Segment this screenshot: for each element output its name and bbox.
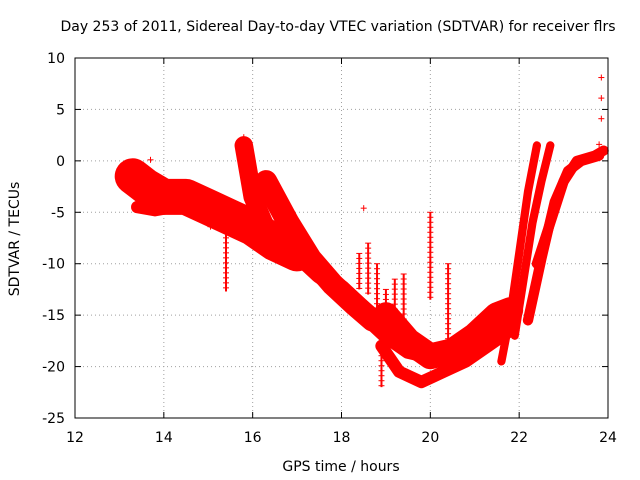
series-band-pass-I [510, 141, 555, 340]
x-tick-label: 16 [244, 430, 262, 446]
spike-marker-column [427, 211, 434, 300]
data-points [114, 74, 609, 389]
spike-marker-column [240, 139, 247, 182]
series-band-pass-K [531, 145, 609, 269]
spike-marker-column [356, 252, 363, 290]
x-tick-label: 24 [599, 430, 617, 446]
spike-marker-column [400, 273, 407, 321]
spike-marker-column [374, 263, 381, 310]
series-band-pass-B [131, 197, 224, 217]
axis-ticks: 12 14 16 18 20 22 24 -25 -20 -15 -10 -5 0 5 10 [42, 51, 617, 446]
outlier-marker [360, 205, 367, 212]
outlier-marker [598, 115, 605, 122]
x-tick-label: 20 [421, 430, 439, 446]
spike-marker-column [391, 278, 398, 326]
outlier-marker [240, 134, 247, 141]
y-tick-label: 0 [56, 154, 65, 170]
outlier-marker [207, 223, 214, 230]
spike-marker-column [378, 335, 385, 388]
y-axis-label: SDTVAR / TECUs [7, 182, 23, 297]
spike-marker-column [382, 288, 389, 326]
x-tick-label: 14 [155, 430, 173, 446]
y-tick-label: 5 [56, 102, 65, 118]
y-tick-label: -10 [42, 257, 65, 273]
x-tick-label: 22 [510, 430, 528, 446]
spike-marker-column [365, 242, 372, 295]
spike-marker-column [445, 263, 452, 341]
outlier-marker [147, 156, 154, 163]
series-band-pass-G [373, 297, 524, 370]
y-tick-label: -25 [42, 411, 65, 427]
x-tick-label: 12 [66, 430, 84, 446]
spike-marker-column [223, 232, 230, 292]
x-axis-label: GPS time / hours [282, 459, 399, 475]
chart-title: Day 253 of 2011, Sidereal Day-to-day VTE… [60, 19, 615, 35]
outlier-marker [598, 74, 605, 81]
y-tick-label: -15 [42, 308, 65, 324]
y-tick-label: 10 [47, 51, 65, 67]
series-band-pass-F [375, 324, 517, 389]
outlier-marker [596, 141, 603, 148]
outlier-marker [598, 95, 605, 102]
x-tick-label: 18 [333, 430, 351, 446]
y-tick-label: -20 [42, 360, 65, 376]
series-band-pass-H [497, 141, 542, 366]
y-tick-label: -5 [51, 205, 65, 221]
